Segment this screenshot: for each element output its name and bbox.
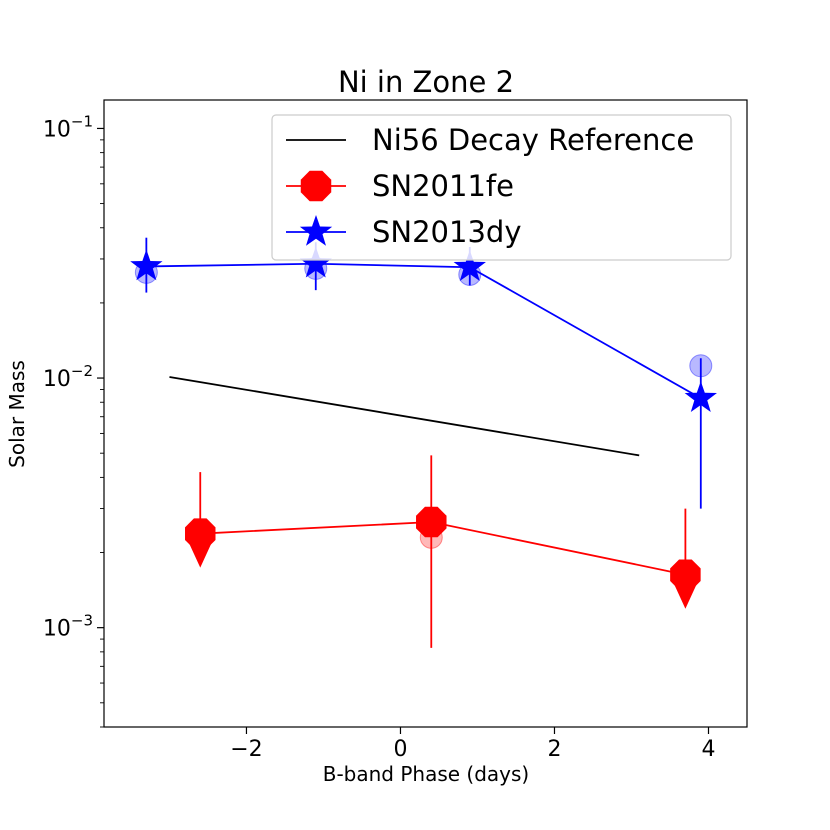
plot-area <box>130 237 717 648</box>
data-point <box>299 246 332 278</box>
data-point <box>684 381 717 413</box>
upper-limit-arrow <box>189 543 212 568</box>
legend-marker <box>300 170 332 202</box>
legend-label: SN2013dy <box>372 215 521 249</box>
series-line <box>169 376 640 457</box>
plot-frame <box>103 99 748 728</box>
data-point <box>670 559 701 590</box>
data-point <box>130 249 163 281</box>
x-tick-label: −2 <box>230 737 262 762</box>
data-point <box>185 518 216 549</box>
legend-label: SN2011fe <box>372 169 514 203</box>
series-0 <box>169 376 640 457</box>
data-point <box>453 250 486 281</box>
y-tick-label: 10−1 <box>43 112 93 142</box>
axes: −2 0 2 4 10−3 10−2 10−1 <box>43 112 716 762</box>
x-axis-label: B-band Phase (days) <box>323 762 530 786</box>
y-tick-label: 10−2 <box>43 362 93 392</box>
y-tick-label: 10−3 <box>43 612 93 642</box>
series-2 <box>130 237 717 509</box>
legend-marker <box>299 215 333 246</box>
y-axis-label: Solar Mass <box>5 360 29 468</box>
x-tick-label: 4 <box>701 737 715 762</box>
series-1 <box>185 455 701 648</box>
upper-limit-arrow <box>674 584 697 609</box>
legend-box <box>271 114 732 261</box>
series-line <box>146 262 702 400</box>
x-tick-label: 0 <box>393 737 407 762</box>
x-tick-label: 2 <box>547 737 561 762</box>
data-point <box>416 506 447 538</box>
chart-title: Ni in Zone 2 <box>338 65 514 99</box>
legend-label: Ni56 Decay Reference <box>372 123 694 157</box>
legend: Ni56 Decay Reference SN2011fe SN2013dy <box>271 114 732 261</box>
